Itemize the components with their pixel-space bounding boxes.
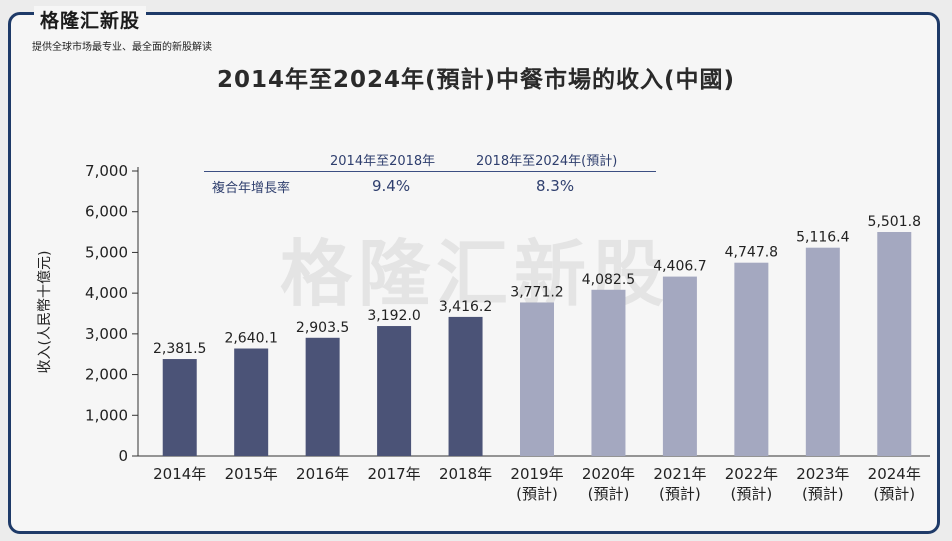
value-label: 2,903.5 (296, 320, 349, 336)
cagr-divider (204, 171, 656, 172)
x-tick-label: 2017年 (367, 465, 420, 483)
brand-logo-text: 格隆汇新股 (34, 6, 147, 33)
cagr-row-label: 複合年增長率 (212, 181, 291, 196)
value-label: 2,381.5 (153, 341, 206, 357)
x-tick-label: 2014年 (153, 465, 206, 483)
bar (305, 337, 340, 456)
value-label: 4,406.7 (653, 259, 706, 275)
value-label: 3,192.0 (367, 308, 420, 324)
bar (805, 247, 840, 456)
bar (162, 359, 197, 456)
value-label: 4,747.8 (725, 245, 778, 261)
x-tick-label: 2022年 (725, 465, 778, 483)
y-tick-label: 2,000 (85, 366, 128, 384)
x-tick-label: 2015年 (225, 465, 278, 483)
y-tick-label: 7,000 (85, 162, 128, 180)
y-tick-label: 0 (118, 447, 128, 465)
value-label: 4,082.5 (582, 272, 635, 288)
y-tick-label: 6,000 (85, 203, 128, 221)
value-label: 5,501.8 (868, 214, 921, 230)
bar (662, 276, 697, 456)
brand-tagline: 提供全球市场最专业、最全面的新股解读 (30, 38, 214, 53)
x-tick-label: 2020年 (582, 465, 635, 483)
x-tick-label: 2021年 (653, 465, 706, 483)
value-label: 5,116.4 (796, 230, 850, 246)
cagr-period-1: 2014年至2018年 (330, 154, 436, 169)
x-tick-label: (預計) (588, 485, 630, 503)
bar (377, 326, 412, 456)
y-tick-label: 4,000 (85, 284, 128, 302)
value-label: 2,640.1 (224, 331, 277, 347)
bar (234, 348, 269, 456)
cagr-value-1: 9.4% (372, 177, 411, 195)
x-tick-label: 2024年 (868, 465, 921, 483)
value-label: 3,771.2 (510, 284, 563, 300)
y-tick-label: 1,000 (85, 406, 128, 424)
bar (591, 289, 626, 456)
x-tick-label: (預計) (516, 485, 558, 503)
x-tick-label: (預計) (659, 485, 701, 503)
bar (448, 316, 483, 456)
bar (877, 231, 912, 456)
x-tick-label: (預計) (873, 485, 915, 503)
y-tick-label: 3,000 (85, 325, 128, 343)
y-tick-label: 5,000 (85, 243, 128, 261)
cagr-value-2: 8.3% (536, 177, 575, 195)
x-tick-label: (預計) (802, 485, 844, 503)
x-tick-label: 2023年 (796, 465, 849, 483)
chart-title: 2014年至2024年(預計)中餐市場的收入(中國) (216, 67, 736, 93)
x-tick-label: 2019年 (510, 465, 563, 483)
cagr-period-2: 2018年至2024年(預計) (476, 154, 618, 169)
value-label: 3,416.2 (439, 299, 492, 315)
bar (734, 262, 769, 456)
x-tick-label: 2018年 (439, 465, 492, 483)
bar (520, 302, 554, 456)
x-tick-label: 2016年 (296, 465, 349, 483)
x-tick-label: (預計) (731, 485, 773, 503)
